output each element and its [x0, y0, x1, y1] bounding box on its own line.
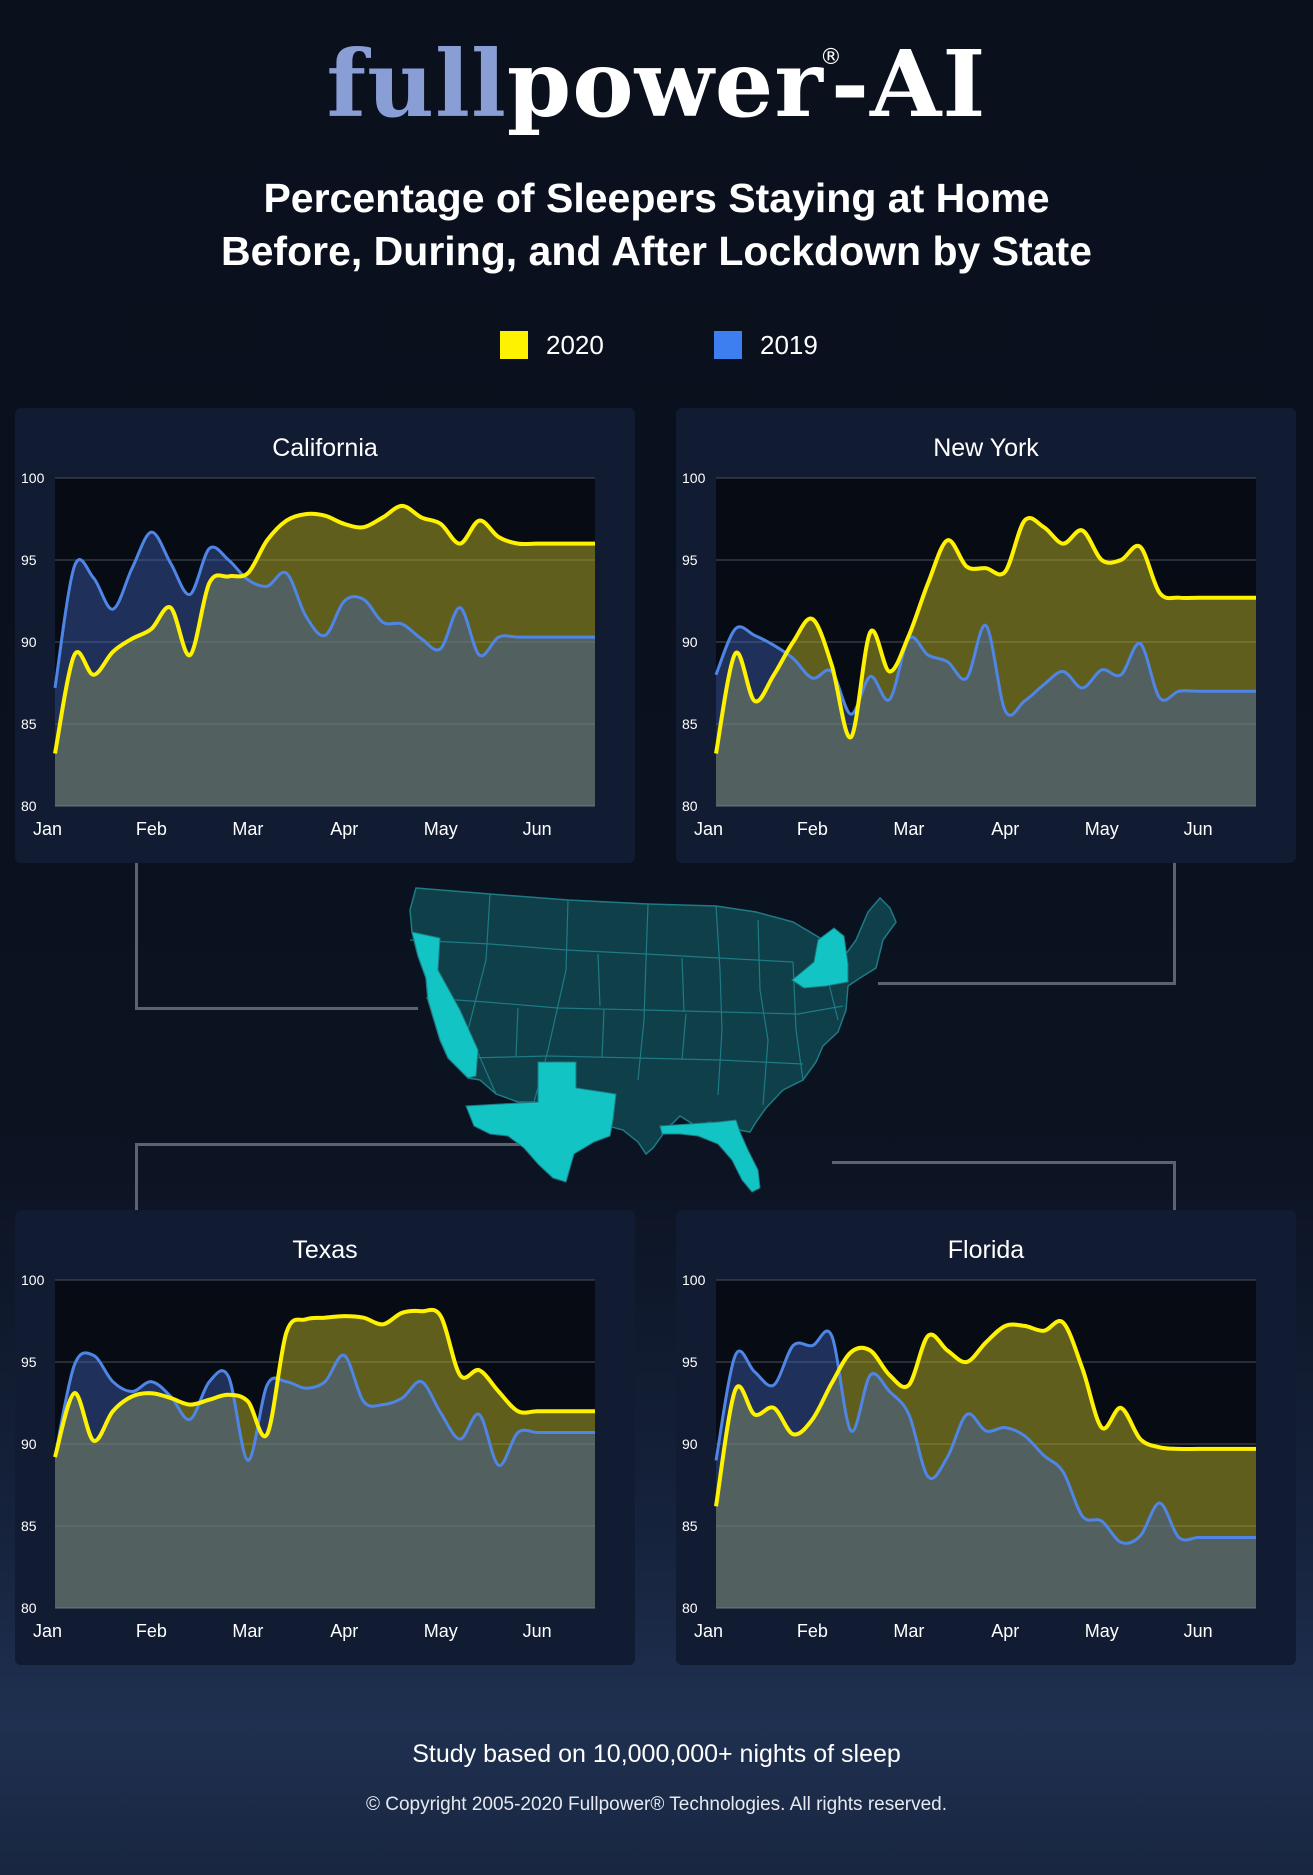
x-tick-label: Mar	[893, 819, 924, 839]
line-2020	[53, 503, 595, 754]
line-2020	[714, 1319, 1256, 1507]
x-tick-label: May	[1085, 819, 1119, 839]
y-tick-label: 95	[682, 1354, 698, 1370]
line-2019	[53, 530, 595, 689]
y-tick-label: 100	[21, 1272, 45, 1288]
x-tick-label: Apr	[991, 819, 1019, 839]
title-line-2: Before, During, and After Lockdown by St…	[221, 228, 1092, 274]
area-2019	[716, 1331, 1256, 1608]
logo-text-power: power	[506, 30, 824, 138]
y-tick-label: 90	[21, 634, 37, 650]
y-tick-label: 85	[682, 1518, 698, 1534]
footer-copyright: © Copyright 2005-2020 Fullpower® Technol…	[365, 1794, 948, 1815]
line-2019	[53, 1351, 595, 1467]
legend-label-2020: 2020	[546, 329, 604, 360]
x-tick-label: Apr	[330, 819, 358, 839]
area-2020	[55, 1309, 595, 1608]
area-2020	[716, 1321, 1256, 1608]
x-tick-label: Apr	[991, 1621, 1019, 1641]
chart-texas: 80 85 90 95 100 Jan Feb Mar Apr May Jun	[21, 1272, 595, 1641]
fullpower-logo: fullpower®-AI	[0, 30, 1313, 138]
x-tick-label: Mar	[232, 1621, 263, 1641]
y-tick-label: 90	[682, 1436, 698, 1452]
area-2019	[55, 532, 595, 806]
legend-swatch-2020	[500, 331, 528, 359]
panel-title-new-york: New York	[933, 434, 1039, 462]
page-title: Percentage of Sleepers Staying at Home B…	[0, 172, 1313, 278]
y-tick-label: 80	[21, 798, 37, 814]
y-tick-label: 80	[682, 798, 698, 814]
x-tick-label: Jan	[694, 819, 723, 839]
title-line-1: Percentage of Sleepers Staying at Home	[263, 175, 1050, 221]
y-tick-label: 95	[21, 1354, 37, 1370]
state-texas	[465, 1061, 617, 1183]
x-tick-label: Apr	[330, 1621, 358, 1641]
x-tick-label: Jun	[1184, 819, 1213, 839]
legend: 2020 2019	[0, 327, 1313, 363]
state-new-york	[791, 927, 849, 989]
y-tick-label: 100	[21, 470, 45, 486]
x-tick-label: Jun	[523, 1621, 552, 1641]
x-tick-label: May	[424, 819, 458, 839]
x-tick-label: Feb	[797, 1621, 828, 1641]
line-2020	[53, 1307, 595, 1458]
y-tick-label: 100	[682, 1272, 706, 1288]
panel-florida: Florida 80 85 90 95 100 Jan Feb Mar Apr May Jun	[676, 1210, 1296, 1665]
y-tick-label: 85	[682, 716, 698, 732]
x-tick-label: Feb	[136, 819, 167, 839]
panel-texas: Texas 80 85 90 95 100 Jan Feb Mar Apr May Jun	[15, 1210, 635, 1665]
logo-text-full: full	[326, 30, 507, 138]
y-tick-label: 90	[682, 634, 698, 650]
panel-title-texas: Texas	[292, 1236, 358, 1264]
x-tick-label: Jan	[33, 1621, 62, 1641]
chart-california: 80 85 90 95 100 Jan Feb Mar Apr May Jun	[21, 470, 595, 839]
y-tick-label: 80	[21, 1600, 37, 1616]
line-2019	[714, 1329, 1256, 1545]
line-2020	[714, 516, 1256, 754]
state-borders	[409, 893, 844, 1106]
legend-item-2020: 2020	[500, 327, 604, 363]
panel-new-york: New York 80 85 90 95 100 Jan Feb Mar Apr May Jun	[676, 408, 1296, 863]
connector-new-york	[878, 862, 1176, 985]
x-tick-label: Mar	[232, 819, 263, 839]
state-florida	[659, 1119, 761, 1193]
legend-label-2019: 2019	[760, 329, 818, 360]
us-map	[409, 887, 897, 1193]
x-tick-label: Jun	[523, 819, 552, 839]
state-california	[411, 931, 479, 1079]
y-tick-label: 95	[682, 552, 698, 568]
area-2020	[55, 505, 595, 806]
legend-item-2019: 2019	[714, 327, 818, 363]
panel-title-florida: Florida	[947, 1236, 1025, 1264]
area-2019	[55, 1352, 595, 1608]
y-tick-label: 80	[682, 1600, 698, 1616]
area-2020	[716, 518, 1256, 806]
area-2019	[716, 625, 1256, 806]
panel-title-california: California	[272, 434, 378, 462]
connector-california	[135, 862, 418, 1010]
logo-text-ai: -AI	[830, 30, 987, 138]
y-tick-label: 100	[682, 470, 706, 486]
y-tick-label: 85	[21, 716, 37, 732]
y-tick-label: 85	[21, 1518, 37, 1534]
x-tick-label: Feb	[136, 1621, 167, 1641]
legend-swatch-2019	[714, 331, 742, 359]
registered-mark: ®	[819, 45, 843, 70]
x-tick-label: Feb	[797, 819, 828, 839]
connector-texas	[135, 1143, 568, 1213]
line-2019	[714, 624, 1256, 717]
y-tick-label: 95	[21, 552, 37, 568]
footer-study-note: Study based on 10,000,000+ nights of sle…	[412, 1740, 901, 1768]
panel-california: California 80 85 90 95 100 Jan Feb Mar Apr May Jun	[15, 408, 635, 863]
connector-florida	[832, 1161, 1176, 1213]
y-tick-label: 90	[21, 1436, 37, 1452]
x-tick-label: May	[1085, 1621, 1119, 1641]
x-tick-label: May	[424, 1621, 458, 1641]
x-tick-label: Mar	[893, 1621, 924, 1641]
x-tick-label: Jan	[33, 819, 62, 839]
chart-new-york: 80 85 90 95 100 Jan Feb Mar Apr May Jun	[682, 470, 1256, 839]
x-tick-label: Jun	[1184, 1621, 1213, 1641]
x-tick-label: Jan	[694, 1621, 723, 1641]
chart-florida: 80 85 90 95 100 Jan Feb Mar Apr May Jun	[682, 1272, 1256, 1641]
